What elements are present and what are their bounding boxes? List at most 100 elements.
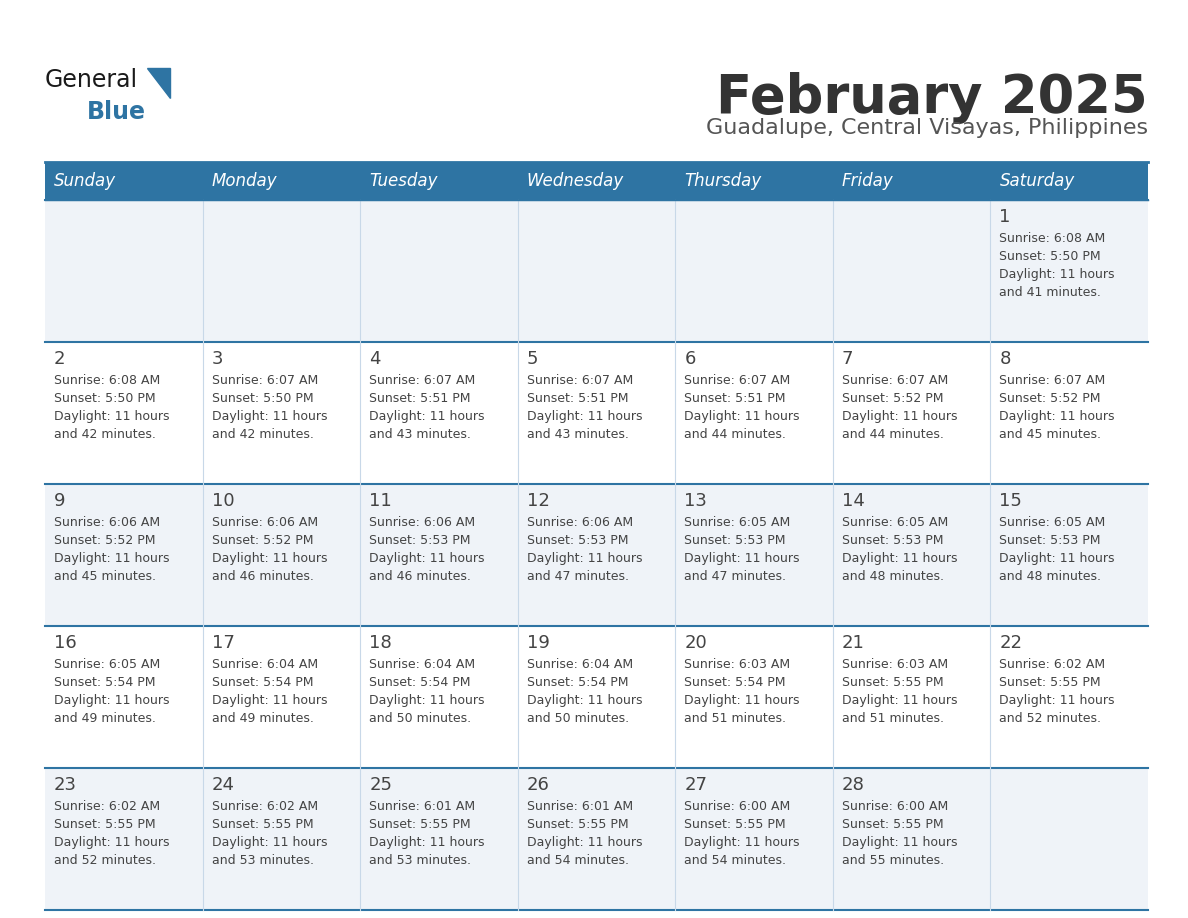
Text: Sunrise: 6:07 AM: Sunrise: 6:07 AM — [526, 374, 633, 387]
Text: Sunset: 5:54 PM: Sunset: 5:54 PM — [211, 676, 314, 689]
Text: Daylight: 11 hours: Daylight: 11 hours — [369, 410, 485, 423]
Text: Daylight: 11 hours: Daylight: 11 hours — [369, 836, 485, 849]
Text: and 47 minutes.: and 47 minutes. — [684, 570, 786, 583]
Text: and 48 minutes.: and 48 minutes. — [999, 570, 1101, 583]
Text: Sunrise: 6:06 AM: Sunrise: 6:06 AM — [526, 516, 633, 529]
Text: Sunset: 5:55 PM: Sunset: 5:55 PM — [53, 818, 156, 831]
Text: Daylight: 11 hours: Daylight: 11 hours — [842, 552, 958, 565]
Text: Friday: Friday — [842, 172, 893, 190]
Bar — [45, 162, 203, 200]
Bar — [45, 484, 1148, 626]
Text: and 44 minutes.: and 44 minutes. — [842, 428, 943, 441]
Text: and 51 minutes.: and 51 minutes. — [842, 712, 943, 725]
Text: Daylight: 11 hours: Daylight: 11 hours — [526, 694, 643, 707]
Text: February 2025: February 2025 — [716, 72, 1148, 124]
Text: Sunrise: 6:03 AM: Sunrise: 6:03 AM — [684, 658, 790, 671]
Text: 1: 1 — [999, 208, 1011, 226]
Text: Monday: Monday — [211, 172, 277, 190]
Text: 11: 11 — [369, 492, 392, 510]
Text: Sunset: 5:53 PM: Sunset: 5:53 PM — [369, 534, 470, 547]
Text: Sunset: 5:52 PM: Sunset: 5:52 PM — [53, 534, 156, 547]
Text: 18: 18 — [369, 634, 392, 652]
Text: Sunrise: 6:02 AM: Sunrise: 6:02 AM — [211, 800, 317, 813]
Text: Sunrise: 6:02 AM: Sunrise: 6:02 AM — [53, 800, 160, 813]
Text: Daylight: 11 hours: Daylight: 11 hours — [684, 836, 800, 849]
Bar — [45, 342, 1148, 484]
Text: and 49 minutes.: and 49 minutes. — [53, 712, 156, 725]
Text: Sunset: 5:50 PM: Sunset: 5:50 PM — [211, 392, 314, 405]
Text: Sunrise: 6:06 AM: Sunrise: 6:06 AM — [369, 516, 475, 529]
Text: Daylight: 11 hours: Daylight: 11 hours — [53, 694, 170, 707]
Text: 4: 4 — [369, 350, 380, 368]
Text: Daylight: 11 hours: Daylight: 11 hours — [684, 410, 800, 423]
Text: and 43 minutes.: and 43 minutes. — [369, 428, 470, 441]
Text: Sunset: 5:54 PM: Sunset: 5:54 PM — [53, 676, 156, 689]
Text: 13: 13 — [684, 492, 707, 510]
Text: Sunrise: 6:03 AM: Sunrise: 6:03 AM — [842, 658, 948, 671]
Text: Daylight: 11 hours: Daylight: 11 hours — [526, 410, 643, 423]
Text: and 45 minutes.: and 45 minutes. — [53, 570, 156, 583]
Text: Sunrise: 6:07 AM: Sunrise: 6:07 AM — [684, 374, 790, 387]
Text: Sunday: Sunday — [53, 172, 116, 190]
Text: 23: 23 — [53, 776, 77, 794]
Text: Sunrise: 6:06 AM: Sunrise: 6:06 AM — [211, 516, 317, 529]
Text: 3: 3 — [211, 350, 223, 368]
Text: Sunset: 5:53 PM: Sunset: 5:53 PM — [684, 534, 785, 547]
Text: Daylight: 11 hours: Daylight: 11 hours — [526, 552, 643, 565]
Text: Sunrise: 6:05 AM: Sunrise: 6:05 AM — [684, 516, 790, 529]
Text: 28: 28 — [842, 776, 865, 794]
Text: Sunrise: 6:00 AM: Sunrise: 6:00 AM — [684, 800, 790, 813]
Text: 14: 14 — [842, 492, 865, 510]
Text: Sunset: 5:53 PM: Sunset: 5:53 PM — [999, 534, 1101, 547]
Text: Daylight: 11 hours: Daylight: 11 hours — [53, 836, 170, 849]
Text: Sunset: 5:51 PM: Sunset: 5:51 PM — [684, 392, 785, 405]
Text: Sunrise: 6:05 AM: Sunrise: 6:05 AM — [53, 658, 160, 671]
Text: and 51 minutes.: and 51 minutes. — [684, 712, 786, 725]
Text: Sunrise: 6:02 AM: Sunrise: 6:02 AM — [999, 658, 1106, 671]
Text: Sunrise: 6:07 AM: Sunrise: 6:07 AM — [842, 374, 948, 387]
Text: Daylight: 11 hours: Daylight: 11 hours — [999, 268, 1114, 281]
Text: 12: 12 — [526, 492, 550, 510]
Text: 20: 20 — [684, 634, 707, 652]
Text: Sunset: 5:55 PM: Sunset: 5:55 PM — [526, 818, 628, 831]
Text: 26: 26 — [526, 776, 550, 794]
Text: and 50 minutes.: and 50 minutes. — [526, 712, 628, 725]
Text: 8: 8 — [999, 350, 1011, 368]
Text: 27: 27 — [684, 776, 707, 794]
Text: Blue: Blue — [87, 100, 146, 124]
Bar — [991, 162, 1148, 200]
Text: Sunset: 5:51 PM: Sunset: 5:51 PM — [369, 392, 470, 405]
Text: 6: 6 — [684, 350, 696, 368]
Text: Sunrise: 6:00 AM: Sunrise: 6:00 AM — [842, 800, 948, 813]
Text: and 45 minutes.: and 45 minutes. — [999, 428, 1101, 441]
Text: Daylight: 11 hours: Daylight: 11 hours — [526, 836, 643, 849]
Text: and 54 minutes.: and 54 minutes. — [684, 854, 786, 867]
Text: Sunrise: 6:05 AM: Sunrise: 6:05 AM — [842, 516, 948, 529]
Text: Daylight: 11 hours: Daylight: 11 hours — [211, 410, 327, 423]
Text: and 52 minutes.: and 52 minutes. — [53, 854, 156, 867]
Text: Daylight: 11 hours: Daylight: 11 hours — [211, 552, 327, 565]
Text: Sunset: 5:55 PM: Sunset: 5:55 PM — [369, 818, 470, 831]
Text: and 44 minutes.: and 44 minutes. — [684, 428, 786, 441]
Text: and 43 minutes.: and 43 minutes. — [526, 428, 628, 441]
Text: 7: 7 — [842, 350, 853, 368]
Text: and 42 minutes.: and 42 minutes. — [53, 428, 156, 441]
Text: Sunset: 5:51 PM: Sunset: 5:51 PM — [526, 392, 628, 405]
Text: 2: 2 — [53, 350, 65, 368]
Text: and 52 minutes.: and 52 minutes. — [999, 712, 1101, 725]
Text: and 41 minutes.: and 41 minutes. — [999, 286, 1101, 299]
Text: Sunset: 5:52 PM: Sunset: 5:52 PM — [999, 392, 1101, 405]
Text: and 46 minutes.: and 46 minutes. — [369, 570, 470, 583]
Text: and 42 minutes.: and 42 minutes. — [211, 428, 314, 441]
Text: and 47 minutes.: and 47 minutes. — [526, 570, 628, 583]
Text: Daylight: 11 hours: Daylight: 11 hours — [684, 552, 800, 565]
Text: Sunset: 5:53 PM: Sunset: 5:53 PM — [842, 534, 943, 547]
Text: Sunrise: 6:07 AM: Sunrise: 6:07 AM — [211, 374, 318, 387]
Text: 15: 15 — [999, 492, 1023, 510]
Text: 10: 10 — [211, 492, 234, 510]
Text: Sunset: 5:54 PM: Sunset: 5:54 PM — [526, 676, 628, 689]
Text: Daylight: 11 hours: Daylight: 11 hours — [999, 552, 1114, 565]
Text: Daylight: 11 hours: Daylight: 11 hours — [842, 694, 958, 707]
Text: Sunrise: 6:01 AM: Sunrise: 6:01 AM — [526, 800, 633, 813]
Text: Sunset: 5:54 PM: Sunset: 5:54 PM — [369, 676, 470, 689]
